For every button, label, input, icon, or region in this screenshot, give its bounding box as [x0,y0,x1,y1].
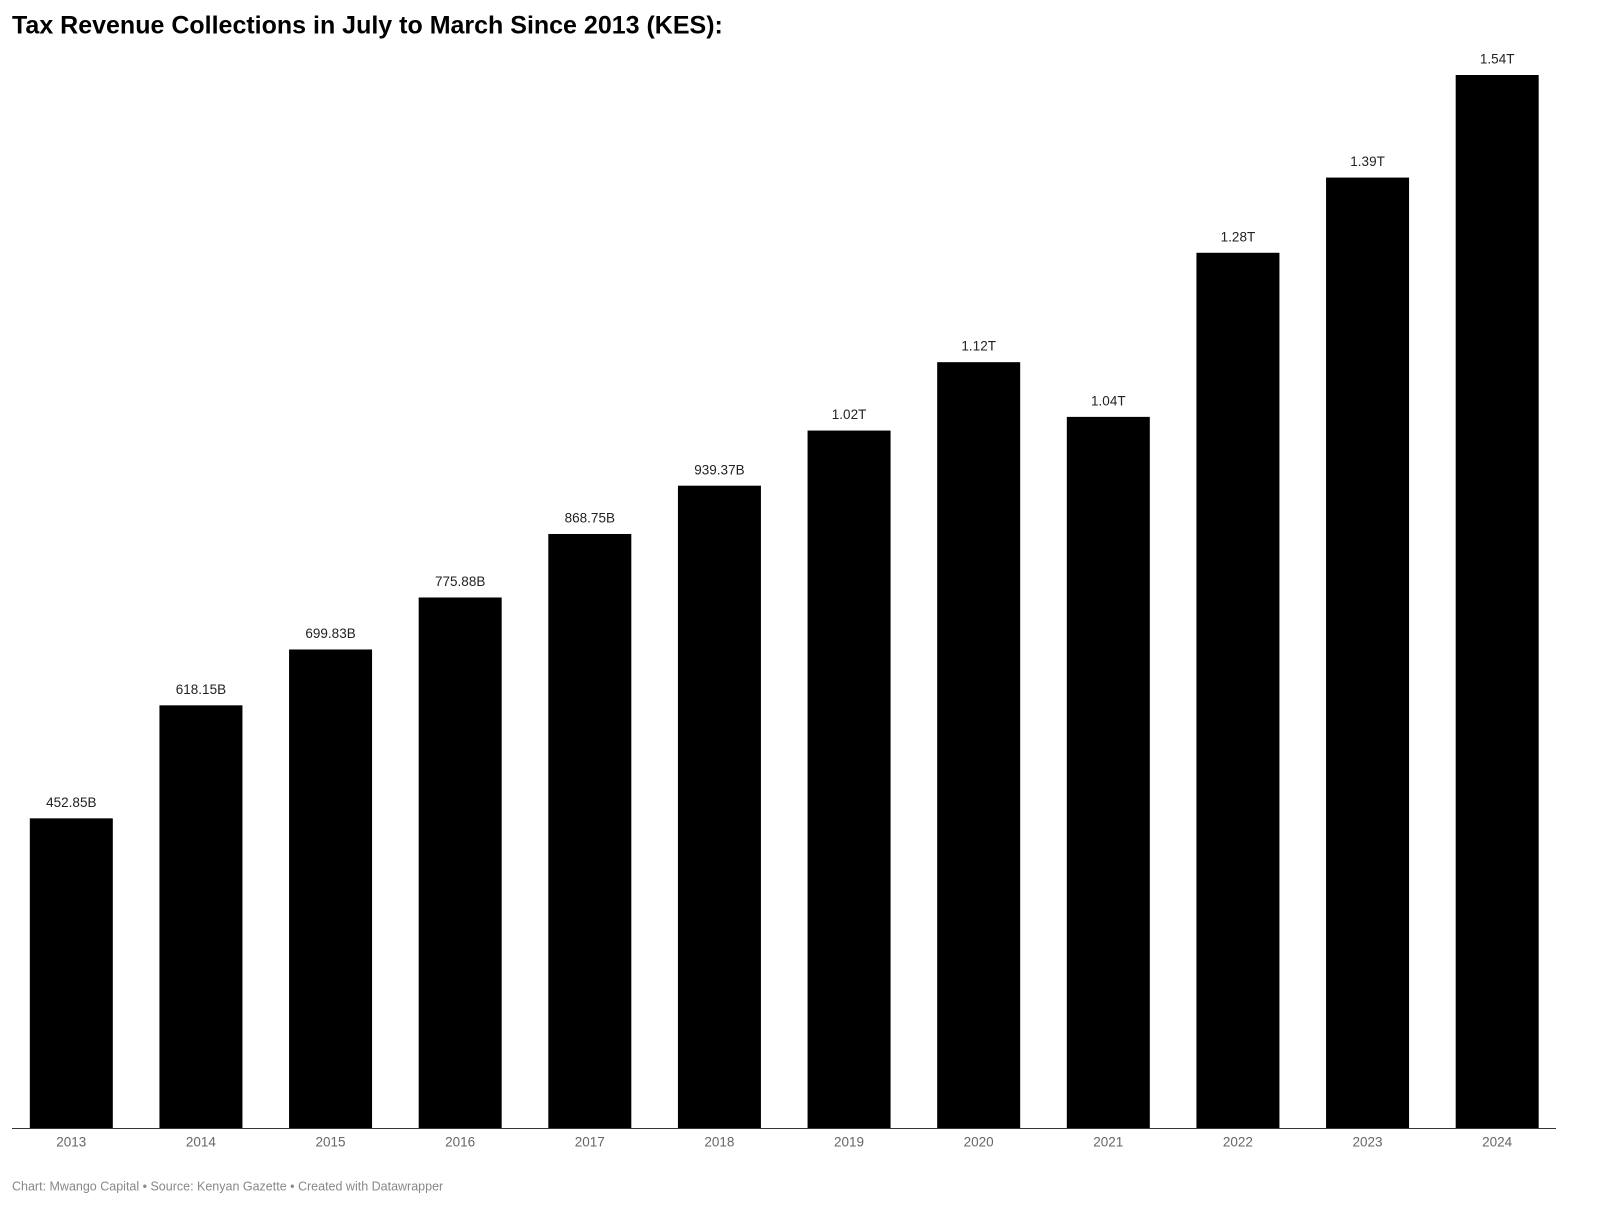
bar [1455,75,1539,1128]
value-label: 939.37B [694,462,744,477]
bar [418,597,502,1128]
x-tick-label: 2019 [834,1135,864,1150]
value-label: 1.28T [1221,229,1256,244]
bar [29,818,113,1128]
bar [937,362,1021,1128]
bar [1326,177,1410,1128]
value-label: 1.39T [1350,154,1385,169]
value-label: 1.12T [961,339,996,354]
footer: Chart: Mwango Capital • Source: Kenyan G… [12,1179,443,1193]
bar [1066,416,1150,1128]
x-tick-label: 2024 [1482,1135,1513,1150]
x-tick-label: 2013 [56,1135,86,1150]
x-tick-label: 2023 [1353,1135,1383,1150]
x-tick-label: 2015 [316,1135,346,1150]
chart-title: Tax Revenue Collections in July to March… [12,12,723,40]
x-tick-label: 2018 [704,1135,734,1150]
bar [677,485,761,1128]
x-tick-label: 2014 [186,1135,217,1150]
value-label: 868.75B [565,511,615,526]
x-tick-label: 2017 [575,1135,605,1150]
value-label: 452.85B [46,795,96,810]
bar [159,705,243,1128]
value-label: 699.83B [305,626,355,641]
bar [1196,252,1280,1128]
value-label: 1.54T [1480,52,1515,67]
bar [289,649,373,1128]
x-tick-label: 2020 [964,1135,994,1150]
bar [548,533,632,1128]
x-tick-label: 2022 [1223,1135,1253,1150]
value-label: 618.15B [176,682,226,697]
x-tick-label: 2021 [1093,1135,1123,1150]
value-label: 1.02T [832,407,867,422]
x-tick-label: 2016 [445,1135,475,1150]
bar [807,430,891,1128]
value-label: 1.04T [1091,393,1126,408]
value-label: 775.88B [435,574,485,589]
